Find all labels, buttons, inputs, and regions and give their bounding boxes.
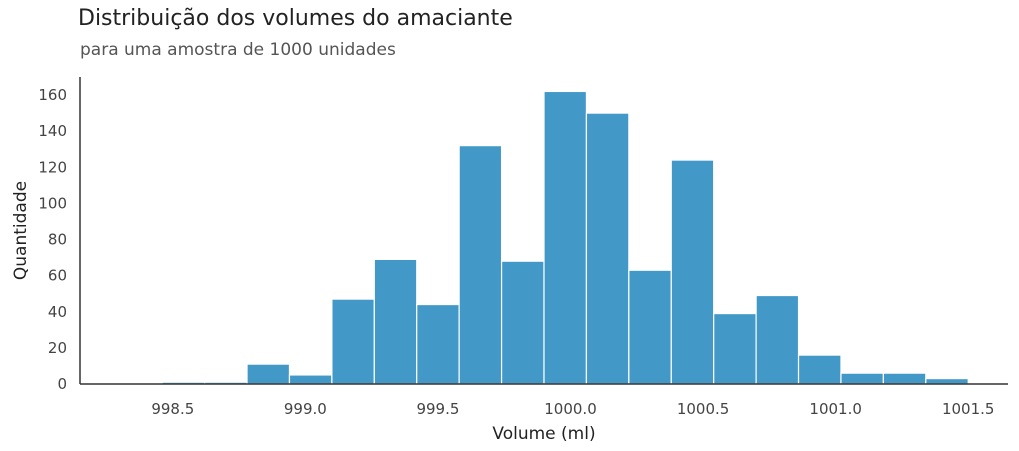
x-tick-label: 1000.0 [544, 400, 597, 418]
histogram-bar [670, 159, 715, 385]
chart-title: Distribuição dos volumes do amaciante [78, 6, 513, 31]
y-tick-label: 20 [48, 339, 67, 357]
chart-subtitle: para uma amostra de 1000 unidades [80, 40, 396, 60]
y-tick-label: 160 [38, 86, 67, 104]
histogram-bar [755, 294, 800, 385]
x-tick-labels: 998.5 999.0 999.5 1000.0 1000.5 1001.0 1001.5 [151, 400, 994, 418]
y-tick-label: 80 [48, 231, 67, 249]
histogram-bars [161, 90, 969, 385]
y-axis-title: Quantidade [11, 181, 31, 280]
histogram-bar [713, 312, 757, 385]
x-tick-label: 1001.5 [942, 400, 995, 418]
histogram-bar [543, 90, 588, 385]
histogram-bar [628, 269, 672, 385]
histogram-bar [797, 354, 842, 385]
y-tick-labels: 0 20 40 60 80 100 120 140 160 [38, 86, 67, 393]
y-tick-label: 40 [48, 303, 67, 321]
x-tick-label: 998.5 [151, 400, 194, 418]
y-tick-label: 0 [57, 375, 67, 393]
x-tick-label: 1000.5 [677, 400, 730, 418]
y-tick-label: 140 [38, 122, 67, 140]
histogram-bar [458, 145, 503, 385]
histogram-bar [288, 374, 333, 385]
x-axis-title: Volume (ml) [492, 424, 595, 444]
histogram-bar [925, 377, 969, 385]
histogram-bar [246, 363, 291, 385]
y-tick-label: 120 [38, 158, 67, 176]
x-tick-label: 999.5 [416, 400, 459, 418]
y-tick-label: 100 [38, 194, 67, 212]
x-tick-label: 999.0 [284, 400, 327, 418]
histogram-bar [416, 303, 460, 385]
histogram-bar [500, 260, 545, 385]
y-tick-label: 60 [48, 267, 67, 285]
histogram-bar [585, 112, 630, 385]
x-tick-label: 1001.0 [809, 400, 862, 418]
histogram-bar [331, 298, 375, 385]
histogram-bar [882, 372, 927, 385]
histogram-bar [373, 258, 418, 385]
histogram-bar [840, 372, 884, 385]
